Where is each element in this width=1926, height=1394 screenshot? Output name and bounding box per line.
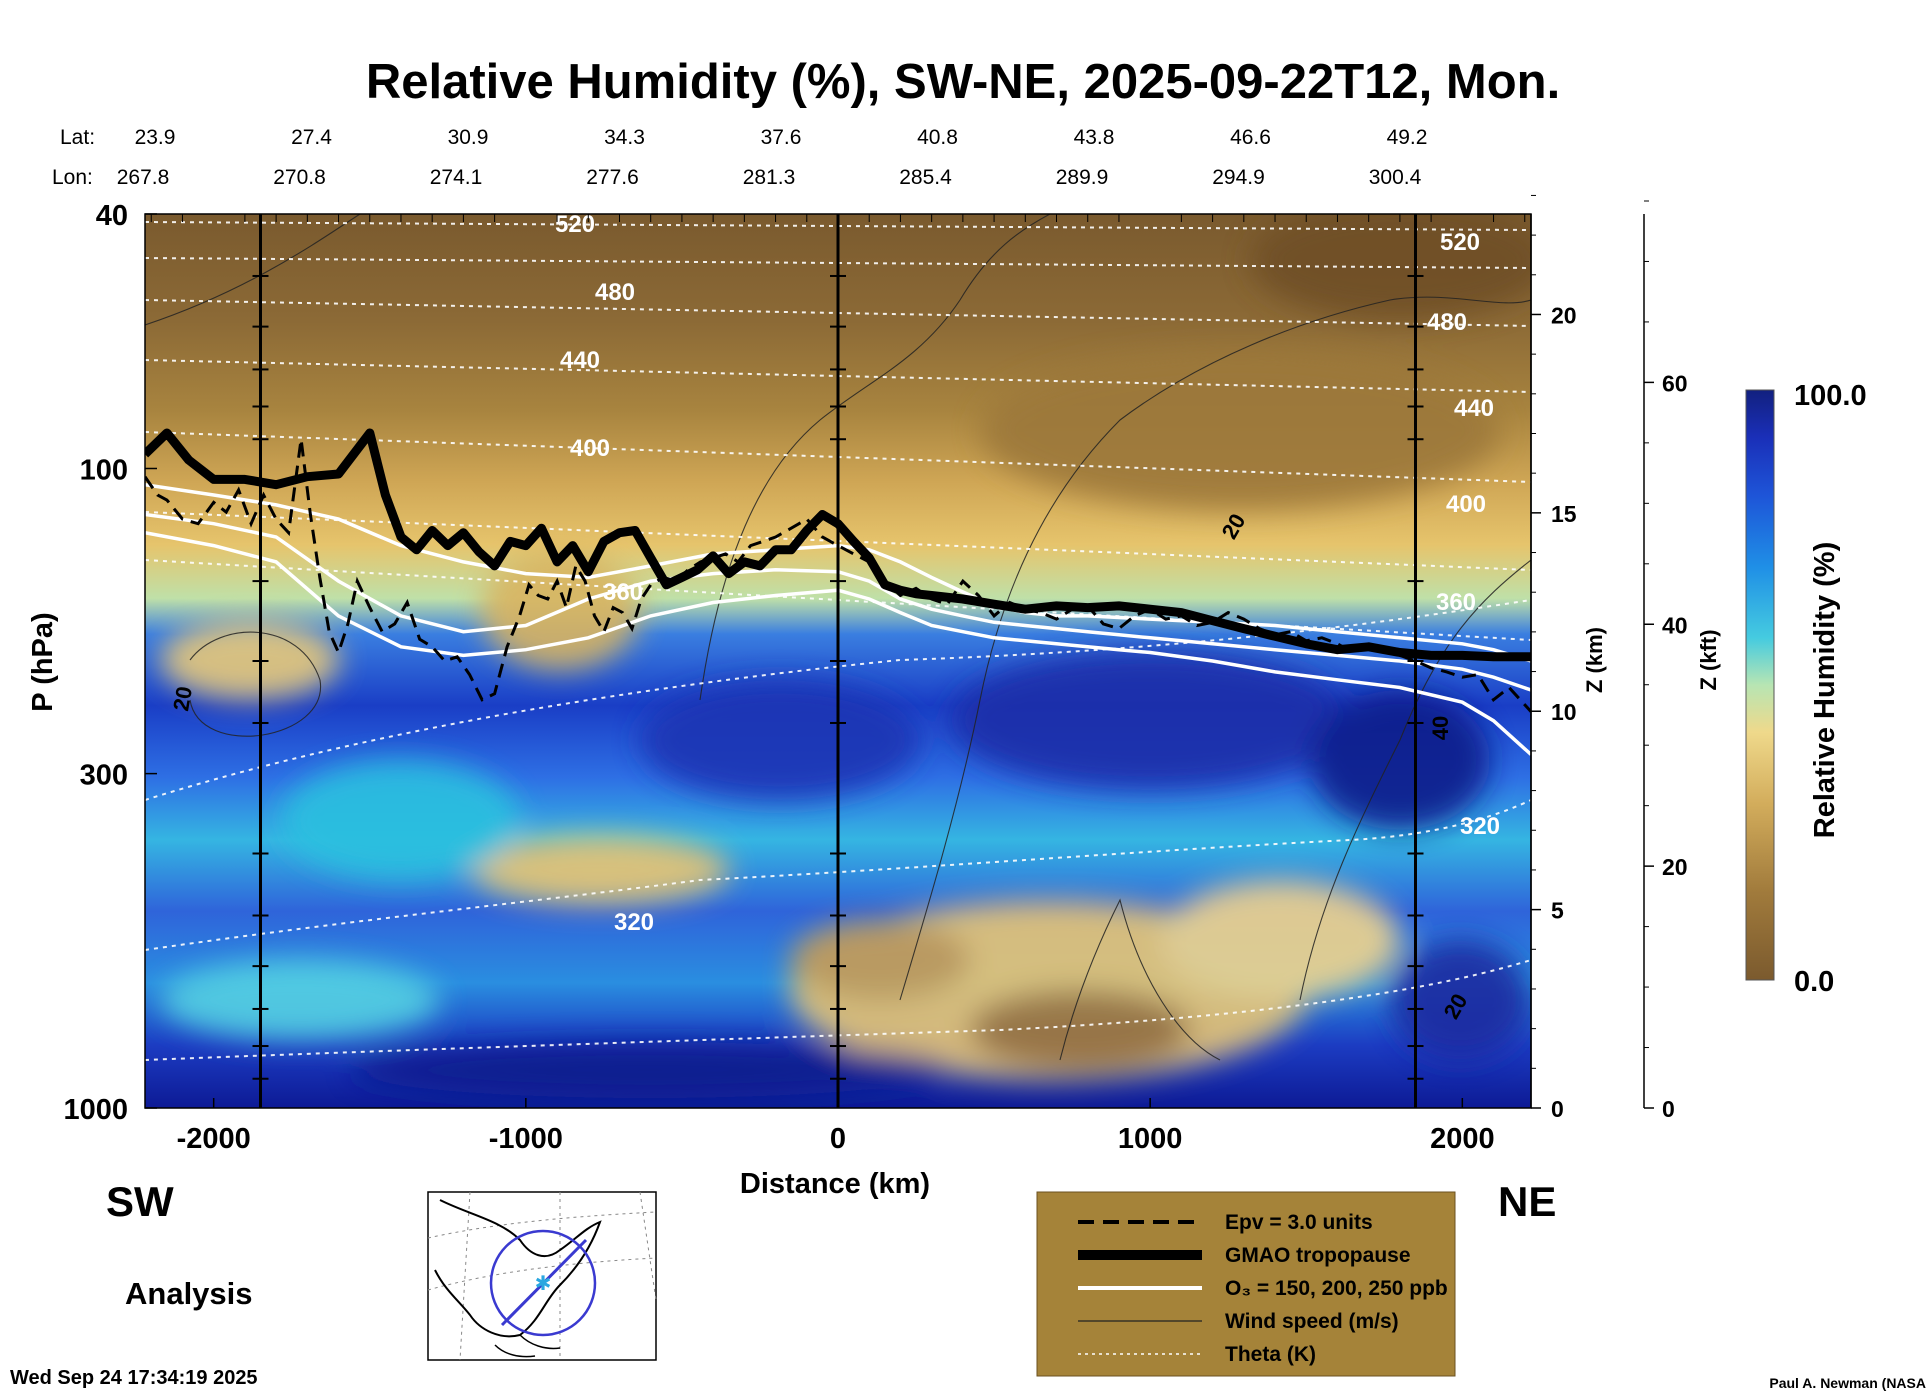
analysis-label: Analysis bbox=[125, 1276, 253, 1311]
x-tick-label: -1000 bbox=[489, 1123, 563, 1155]
tropopause-path bbox=[145, 428, 1531, 662]
lat-value: 46.6 bbox=[1230, 126, 1271, 149]
lon-value: 274.1 bbox=[430, 166, 483, 189]
y-tick-label: 300 bbox=[80, 760, 128, 792]
lon-value: 267.8 bbox=[117, 166, 170, 189]
x-axis: -2000 -1000 0 1000 2000 bbox=[150, 214, 1526, 1155]
ozone-line-200 bbox=[145, 512, 1531, 692]
theta-label: 400 bbox=[1446, 491, 1486, 518]
theta-label: 320 bbox=[1460, 813, 1500, 840]
y-axis-title: P (hPa) bbox=[27, 612, 59, 711]
lon-value: 289.9 bbox=[1056, 166, 1109, 189]
tropopause-line bbox=[145, 428, 1531, 662]
legend-label: GMAO tropopause bbox=[1225, 1244, 1411, 1267]
y-tick-label: 100 bbox=[80, 454, 128, 486]
chart-title: Relative Humidity (%), SW-NE, 2025-09-22… bbox=[366, 55, 1560, 109]
lat-label: Lat: bbox=[60, 126, 95, 149]
z-kft-tick-label: 20 bbox=[1662, 854, 1688, 880]
theta-label: 360 bbox=[1436, 589, 1476, 616]
theta-label: 400 bbox=[570, 435, 610, 462]
z-km-tick-label: 0 bbox=[1551, 1096, 1564, 1122]
lat-lon-header: Lat: Lon: 23.9 27.4 30.9 34.3 37.6 40.8 43.8 46… bbox=[52, 126, 1427, 189]
colorbar-title: Relative Humidity (%) bbox=[1809, 542, 1841, 839]
lat-value: 49.2 bbox=[1387, 126, 1428, 149]
theta-label: 520 bbox=[1440, 229, 1480, 256]
z-km-tick-label: 20 bbox=[1551, 302, 1577, 328]
x-tick-label: 1000 bbox=[1118, 1123, 1183, 1155]
theta-label: 440 bbox=[1454, 395, 1494, 422]
credit: Paul A. Newman (NASA bbox=[1769, 1375, 1926, 1391]
x-tick-label: 2000 bbox=[1430, 1123, 1495, 1155]
lat-value: 40.8 bbox=[917, 126, 958, 149]
z-kft-tick-label: 60 bbox=[1662, 370, 1688, 396]
timestamp: Wed Sep 24 17:34:19 2025 bbox=[10, 1367, 258, 1389]
legend-label: Theta (K) bbox=[1225, 1343, 1316, 1366]
x-tick-label: 0 bbox=[830, 1123, 846, 1155]
z-km-tick-label: 10 bbox=[1551, 699, 1577, 725]
wind-label: 20 bbox=[168, 684, 197, 712]
legend-label: O₃ = 150, 200, 250 ppb bbox=[1225, 1277, 1448, 1300]
theta-label: 520 bbox=[555, 211, 595, 238]
lon-value: 270.8 bbox=[273, 166, 326, 189]
y-tick-label: 40 bbox=[96, 200, 128, 232]
theta-label: 360 bbox=[603, 579, 643, 606]
theta-label: 480 bbox=[1427, 309, 1467, 336]
legend: Epv = 3.0 units GMAO tropopause O₃ = 150, … bbox=[1036, 1191, 1456, 1377]
z-km-axis-title: Z (km) bbox=[1582, 627, 1607, 693]
lon-label: Lon: bbox=[52, 166, 93, 189]
ne-label: NE bbox=[1498, 1178, 1556, 1225]
wind-speed-contours bbox=[145, 214, 1531, 1061]
z-km-tick-label: 15 bbox=[1551, 501, 1577, 527]
lon-value: 300.4 bbox=[1369, 166, 1422, 189]
z-km-axis: 0 5 10 15 20 bbox=[1530, 194, 1577, 1122]
y-tick-label: 1000 bbox=[63, 1094, 128, 1126]
colorbar bbox=[1745, 389, 1775, 981]
y-axis: 40 100 300 1000 bbox=[63, 200, 157, 1126]
lon-value: 277.6 bbox=[586, 166, 639, 189]
z-kft-axis: 0 20 40 60 bbox=[1643, 200, 1688, 1122]
z-km-tick-label: 5 bbox=[1551, 898, 1564, 924]
theta-labels: 520 480 440 400 360 320 520 480 440 400 360 320 bbox=[555, 211, 1500, 936]
theta-label: 480 bbox=[595, 279, 635, 306]
lat-value: 43.8 bbox=[1074, 126, 1115, 149]
epv-line bbox=[145, 439, 1531, 713]
lon-value: 294.9 bbox=[1212, 166, 1265, 189]
z-kft-tick-label: 40 bbox=[1662, 612, 1688, 638]
colorbar-min-label: 0.0 bbox=[1794, 966, 1834, 998]
z-kft-tick-label: 0 bbox=[1662, 1096, 1675, 1122]
sw-label: SW bbox=[106, 1178, 174, 1225]
inset-map: ✱ bbox=[427, 1191, 657, 1361]
theta-label: 320 bbox=[614, 909, 654, 936]
lat-value: 23.9 bbox=[135, 126, 176, 149]
colorbar-max-label: 100.0 bbox=[1794, 380, 1867, 412]
x-tick-label: -2000 bbox=[177, 1123, 251, 1155]
wind-label: 40 bbox=[1428, 716, 1453, 740]
svg-text:✱: ✱ bbox=[535, 1271, 552, 1295]
ozone-line-250 bbox=[145, 530, 1531, 756]
reference-lines bbox=[252, 214, 1424, 1108]
ozone-line-150 bbox=[145, 482, 1531, 663]
lat-value: 34.3 bbox=[604, 126, 645, 149]
z-kft-axis-title: Z (kft) bbox=[1696, 629, 1721, 690]
lat-value: 30.9 bbox=[448, 126, 489, 149]
theta-label: 440 bbox=[560, 347, 600, 374]
lon-value: 285.4 bbox=[899, 166, 952, 189]
x-axis-title: Distance (km) bbox=[740, 1168, 930, 1200]
lon-value: 281.3 bbox=[743, 166, 796, 189]
lat-value: 37.6 bbox=[761, 126, 802, 149]
legend-label: Epv = 3.0 units bbox=[1225, 1211, 1373, 1234]
lat-value: 27.4 bbox=[291, 126, 332, 149]
epv-contours bbox=[145, 439, 1531, 713]
legend-label: Wind speed (m/s) bbox=[1225, 1310, 1399, 1333]
ozone-contours bbox=[145, 482, 1531, 756]
